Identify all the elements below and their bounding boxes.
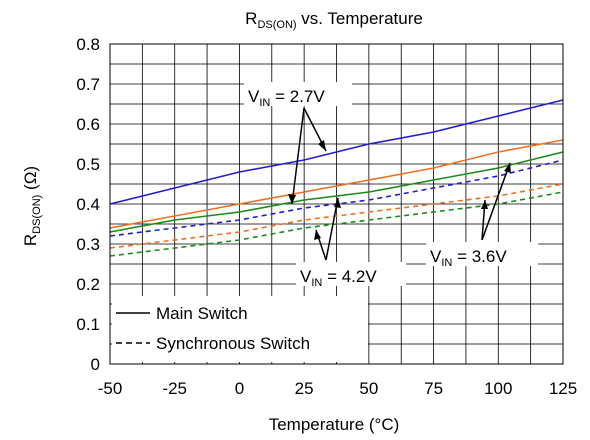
y-tick-label: 0.4 <box>76 195 100 214</box>
legend-label-synchronous: Synchronous Switch <box>156 334 310 353</box>
tick-labels: -50 -25 0 25 50 75 100 125 0 0.1 0.2 0.3 0.4 0.5 0.6 0.… <box>76 35 577 398</box>
annotation-3-6v: VIN = 3.6V <box>430 247 507 269</box>
series-line-main-2 <box>109 151 564 233</box>
series-line-sync-4 <box>109 183 564 249</box>
y-axis-label-rest: (Ω) <box>21 166 40 195</box>
y-tick-label: 0.7 <box>76 75 100 94</box>
chart-title-main: R <box>245 9 257 28</box>
x-tick-label: 25 <box>295 379 314 398</box>
annotation-arrows <box>288 107 511 261</box>
y-axis-label-main: R <box>21 234 40 246</box>
y-tick-label: 0.3 <box>76 235 100 254</box>
arrowhead-4-2v-a <box>314 230 321 240</box>
arrow-4-2v-b <box>325 197 339 261</box>
chart-title-rest: vs. Temperature <box>297 9 423 28</box>
annotation-2-7v: VIN = 2.7V <box>248 87 325 109</box>
arrowhead-3-6v-b <box>504 163 511 173</box>
series-line-main-0 <box>109 99 564 205</box>
series-line-main-1 <box>109 139 564 229</box>
x-tick-label: 100 <box>484 379 512 398</box>
x-tick-label: -25 <box>162 379 187 398</box>
chart-title: RDS(ON) vs. Temperature <box>245 9 423 31</box>
arrowhead-4-2v-b <box>334 198 341 208</box>
y-axis-label-sub: DS(ON) <box>31 195 43 234</box>
series-line-sync-5 <box>109 191 564 257</box>
arrowhead-2-7v-a <box>318 140 326 151</box>
legend-background <box>112 296 368 362</box>
arrow-3-6v-b <box>481 162 511 241</box>
y-tick-label: 0.5 <box>76 155 100 174</box>
legend-label-main: Main Switch <box>156 304 248 323</box>
x-tick-label: 75 <box>424 379 443 398</box>
annotation-2-7v-bg <box>244 82 352 106</box>
annotation-3-6v-bg <box>426 242 538 266</box>
legend: Main Switch Synchronous Switch <box>112 296 368 362</box>
arrow-2-7v-b <box>291 107 305 205</box>
arrowhead-3-6v-a <box>481 200 488 209</box>
x-axis-label: Temperature (°C) <box>269 415 400 434</box>
chart-title-sub: DS(ON) <box>257 19 296 31</box>
y-tick-label: 0.8 <box>76 35 100 54</box>
y-tick-label: 0.2 <box>76 275 100 294</box>
annotation-4-2v-bg <box>296 262 406 286</box>
x-tick-label: 0 <box>235 379 244 398</box>
x-tick-label: 50 <box>359 379 378 398</box>
x-tick-label: -50 <box>98 379 123 398</box>
plot-frame <box>109 43 564 365</box>
annotation-4-2v: VIN = 4.2V <box>300 267 377 289</box>
arrowhead-2-7v-b <box>288 194 296 204</box>
x-tick-label: 125 <box>549 379 577 398</box>
y-tick-label: 0.1 <box>76 315 100 334</box>
y-tick-label: 0.6 <box>76 115 100 134</box>
y-axis-label: RDS(ON) (Ω) <box>21 166 43 246</box>
y-tick-label: 0 <box>91 355 100 374</box>
